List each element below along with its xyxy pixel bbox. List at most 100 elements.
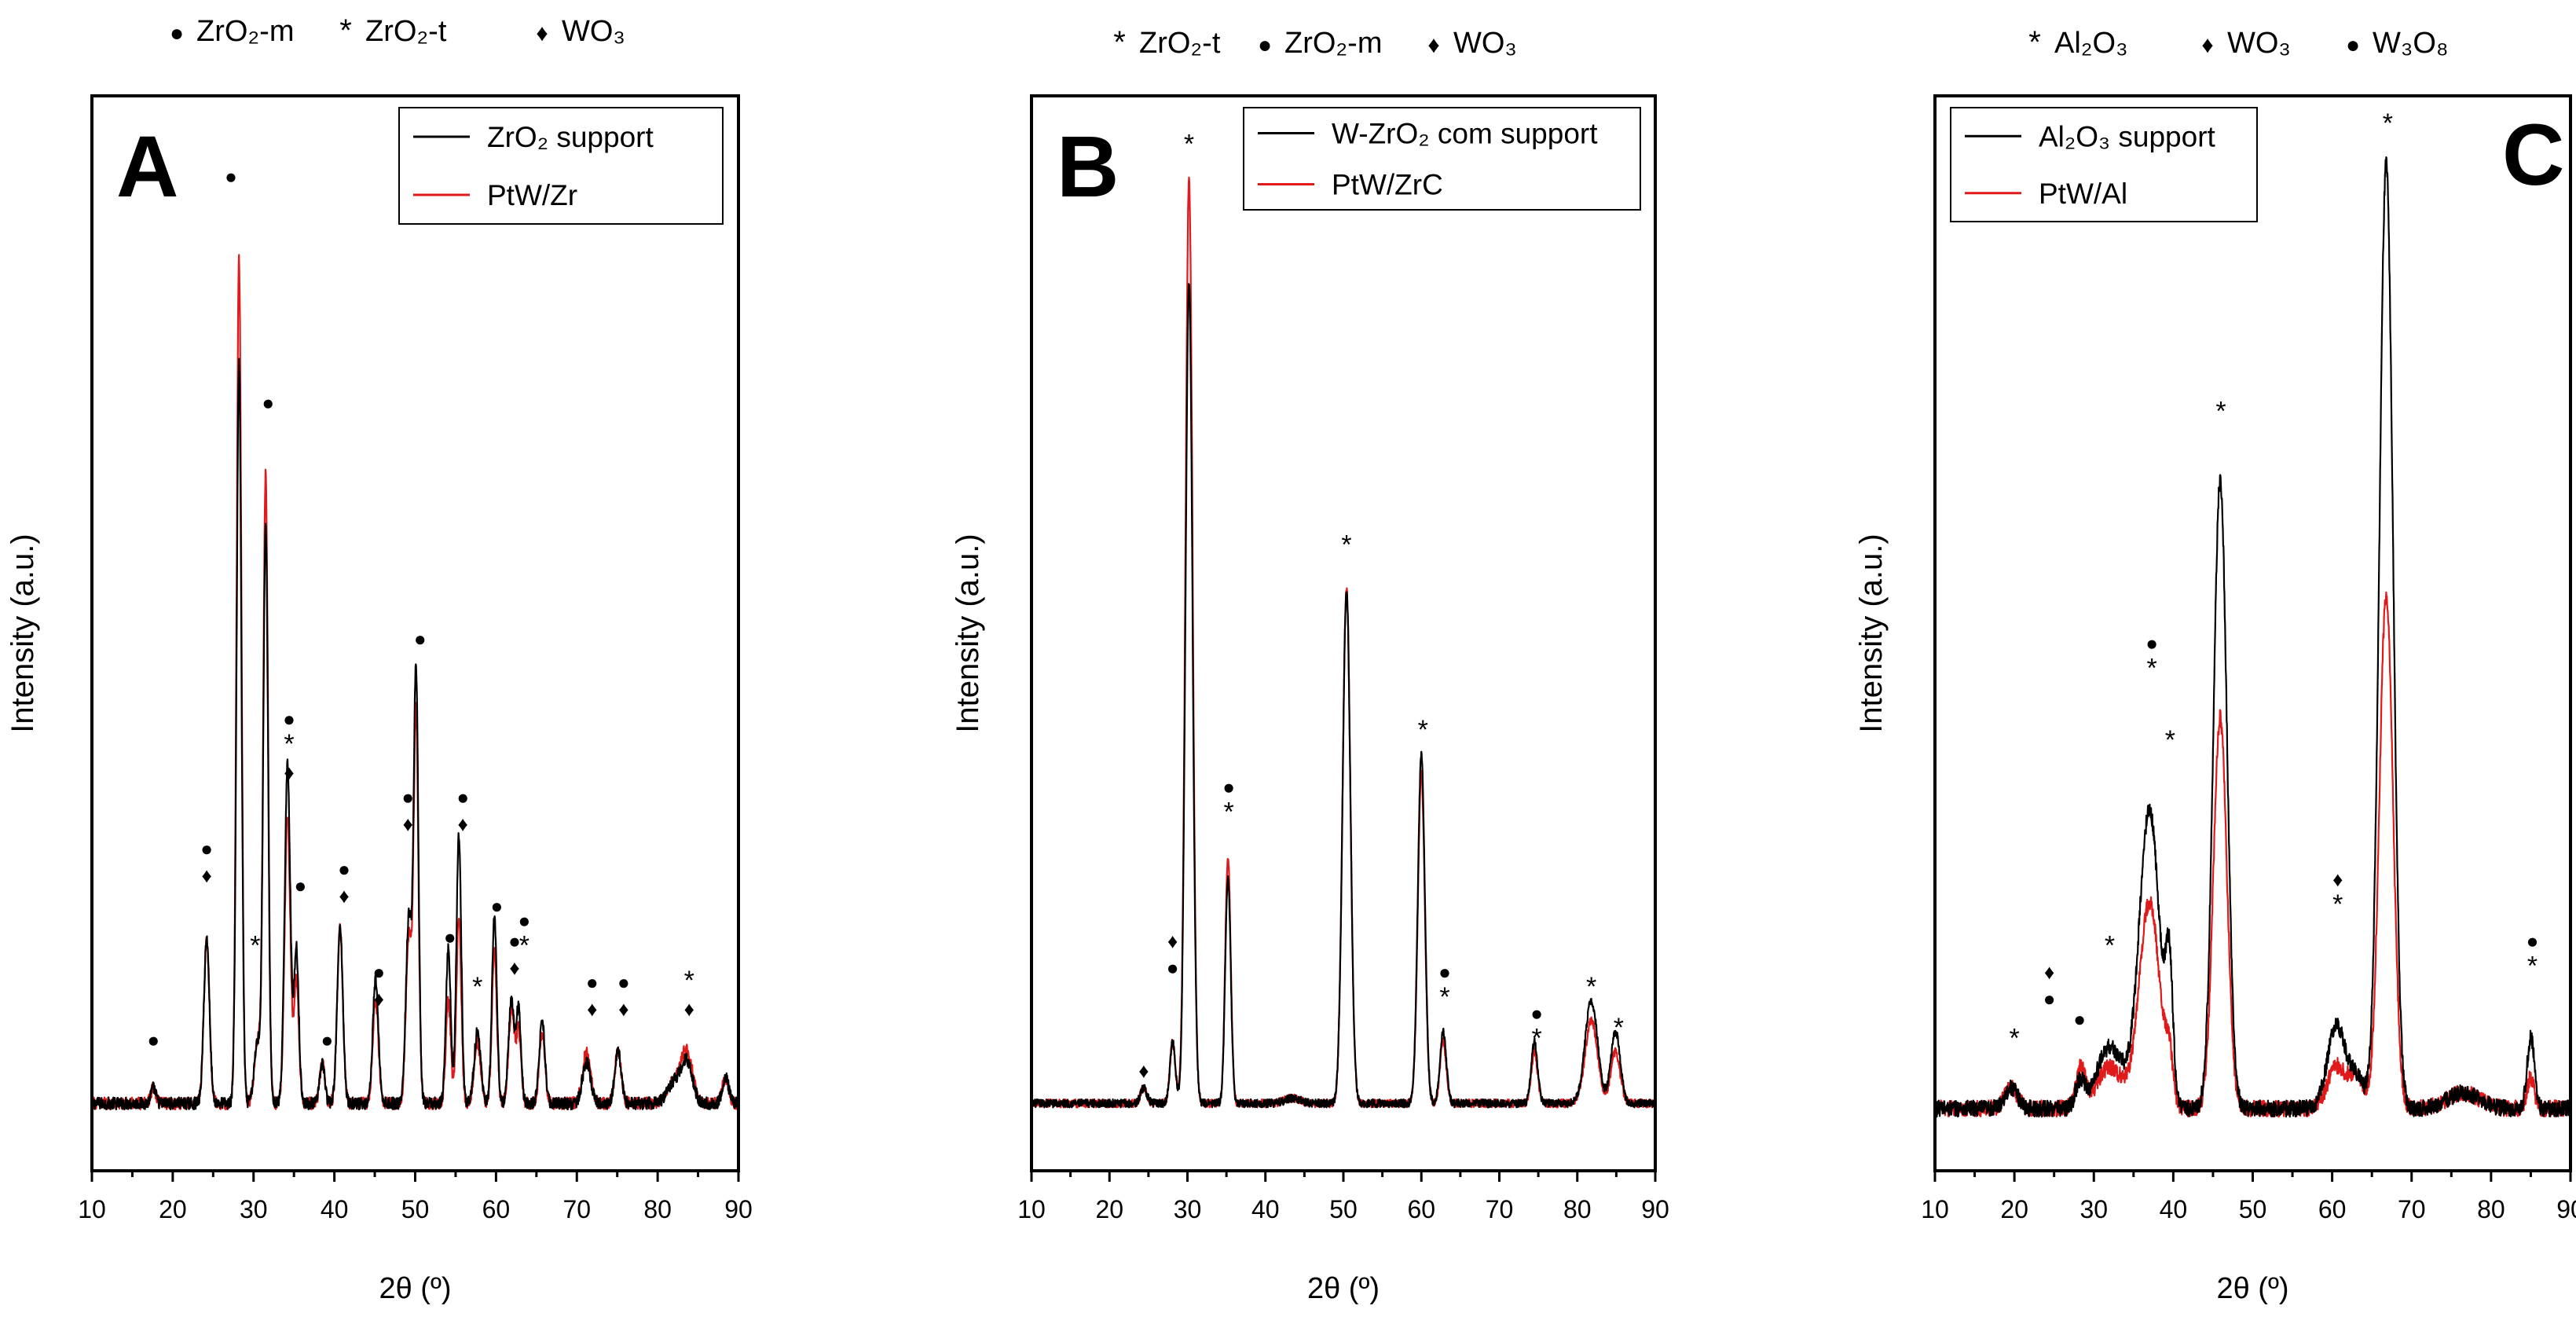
legend-label: PtW/Al [2039,178,2127,210]
x-tick-label: 10 [1921,1195,1949,1223]
panel-a: 10 20 30 40 50 60 70 80 90 2θ (º) Intensity (a.u.)… [5,13,753,1305]
peak-marker: ● [295,874,307,897]
series-line-catalyst [1030,176,1657,1109]
peak-marker: * [2332,889,2343,919]
legend-label: Al₂O₃ support [2039,120,2216,152]
panel-b: 10 20 30 40 50 60 70 80 90 2θ (º) Intensity (a.u.)… [951,25,1669,1305]
legend-box [1243,107,1641,211]
legend-label: PtW/ZrC [1332,169,1443,201]
phase-key-label: WO₃ [1453,27,1517,60]
panel-letter: B [1057,119,1119,215]
peak-marker: ♦ [684,997,694,1021]
peak-marker: * [2215,396,2226,426]
peak-marker: * [1184,129,1194,159]
peak-marker: ♦ [1138,1059,1149,1083]
legend-label: W-ZrO₂ com support [1332,118,1598,150]
peak-marker: * [519,931,529,961]
x-tick-label: 40 [321,1195,349,1223]
phase-key-label: WO₃ [2227,27,2291,60]
phase-key-symbol: * [1113,25,1126,60]
series-line-support [1030,283,1657,1109]
peak-marker: ♦ [2044,960,2054,984]
x-tick-label: 50 [1329,1195,1358,1223]
phase-key-label: ZrO₂-m [1284,27,1382,60]
phase-key-symbol: ♦ [2201,32,2213,58]
phase-key-label: WO₃ [562,15,625,48]
phase-key-symbol: ♦ [536,20,548,46]
peak-marker: * [2010,1023,2020,1053]
peak-marker: * [684,966,694,996]
axes-frame [1030,94,1657,1172]
peak-marker: ● [200,837,213,860]
peak-marker: * [1439,982,1449,1012]
x-tick-label: 20 [159,1195,187,1223]
panel-c: 10 20 30 40 50 60 70 80 90 2θ (º) Intensity (a.u.)… [1854,25,2576,1305]
peak-marker: ● [321,1028,334,1051]
panel-letter: C [2502,107,2564,204]
peak-marker: * [1341,530,1351,559]
peak-marker: * [1586,972,1596,1002]
phase-key-label: ZrO₂-t [1139,27,1221,60]
peak-marker: * [2165,725,2175,755]
y-axis-label: Intensity (a.u.) [1854,534,1889,732]
peak-marker: ● [372,960,385,984]
phase-key-label: ZrO₂-m [196,15,294,48]
phase-key-symbol: ● [1258,32,1272,58]
x-axis-label: 2θ (º) [1307,1272,1380,1305]
x-tick-label: 80 [1563,1195,1592,1223]
peak-marker: * [472,972,482,1002]
peak-marker: ● [414,627,427,651]
x-tick-label: 50 [2239,1195,2267,1223]
peak-marker: ● [1530,1001,1543,1025]
peak-marker: ♦ [509,956,519,980]
peak-marker: ● [147,1028,159,1051]
x-tick-label: 40 [1251,1195,1280,1223]
peak-marker: ● [401,786,414,809]
peak-marker: ♦ [403,812,413,836]
peak-marker: ● [586,970,599,994]
phase-key-label: ZrO₂-t [365,15,447,48]
peak-marker: ♦ [1167,930,1178,953]
x-tick-label: 60 [2318,1195,2347,1223]
peak-marker: * [1614,1013,1624,1043]
x-tick-label: 50 [401,1195,430,1223]
peak-marker: ● [283,707,295,731]
peak-marker: ● [2145,631,2158,655]
x-tick-label: 70 [1486,1195,1514,1223]
x-tick-label: 60 [1407,1195,1435,1223]
peak-marker: ● [518,909,531,933]
x-tick-label: 20 [2000,1195,2028,1223]
peak-marker: ● [617,970,630,994]
peak-marker: ● [1222,776,1235,799]
legend-box [1950,107,2258,222]
x-tick-label: 80 [2477,1195,2505,1223]
peak-marker: * [284,729,294,759]
x-tick-label: 70 [2398,1195,2426,1223]
peak-marker: ♦ [618,997,628,1021]
peak-marker: * [2527,952,2538,981]
peak-marker: * [1532,1023,1542,1053]
peak-marker: * [2383,108,2393,138]
peak-marker: ● [225,165,237,189]
peak-marker: ● [1167,956,1179,980]
peak-marker: ● [456,786,469,809]
phase-key-symbol: ♦ [1427,32,1439,58]
axes-frame [1933,94,2572,1172]
legend-label: ZrO₂ support [487,121,654,153]
phase-key-symbol: * [339,13,352,48]
series-line-support [1933,156,2572,1118]
y-axis-label: Intensity (a.u.) [951,534,985,732]
phase-key-label: W₃O₈ [2373,27,2449,60]
peak-marker: ♦ [201,864,211,887]
series-line-catalyst [1933,591,2572,1118]
peak-marker: * [2146,653,2156,683]
peak-marker: * [1418,715,1428,745]
phase-key-label: Al₂O₃ [2054,27,2128,60]
x-axis-label: 2θ (º) [2216,1272,2288,1305]
phase-key-symbol: ● [2346,32,2360,58]
x-tick-label: 10 [78,1195,106,1223]
x-tick-label: 20 [1095,1195,1123,1223]
x-tick-label: 90 [1641,1195,1669,1223]
peak-marker: ● [2043,987,2056,1010]
